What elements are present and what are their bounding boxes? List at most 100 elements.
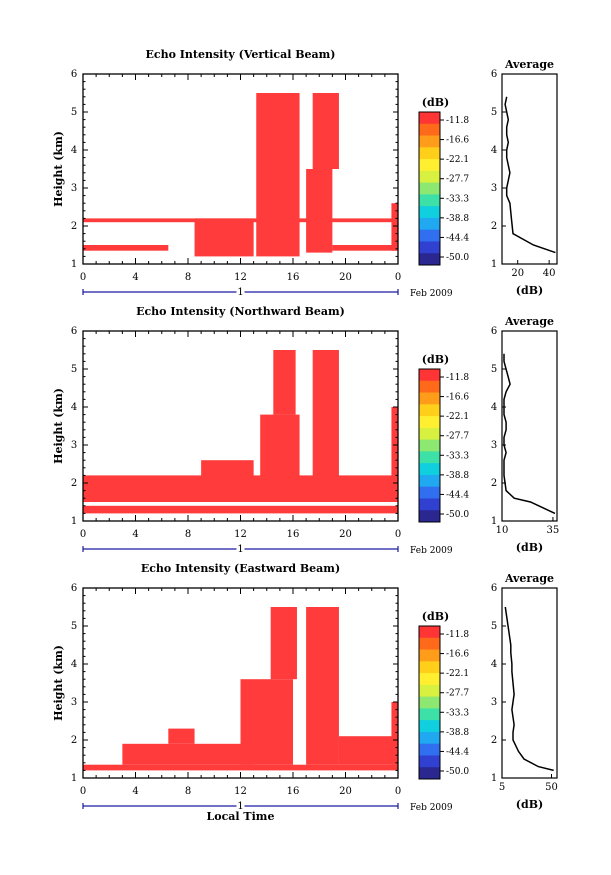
colorbar-swatch: [419, 159, 440, 172]
profile-title: Average: [504, 572, 554, 585]
colorbar-tick-label: -22.1: [446, 412, 469, 422]
y-axis-label: Height (km): [52, 388, 65, 464]
day-label: 1: [237, 801, 243, 812]
y-axis-label: Height (km): [52, 131, 65, 207]
y-tick-label: 4: [71, 659, 77, 670]
x-tick-label: 16: [287, 272, 300, 283]
x-tick-label: 0: [395, 786, 401, 797]
y-tick-label: 5: [71, 107, 77, 118]
y-tick-label: 5: [71, 621, 77, 632]
colorbar-swatch: [419, 416, 440, 429]
x-tick-label: 20: [339, 786, 352, 797]
colorbar-swatch: [419, 369, 440, 382]
colorbar-swatch: [419, 708, 440, 721]
colorbar-swatch: [419, 731, 440, 745]
y-tick-label: 6: [71, 583, 77, 594]
x-tick-label: 0: [80, 529, 86, 540]
colorbar-swatch: [419, 229, 440, 242]
colorbar-tick-label: -33.3: [446, 708, 469, 718]
echo-segment: [256, 93, 300, 257]
colorbar-swatch: [419, 498, 440, 511]
colorbar-swatch: [419, 649, 440, 662]
profile-frame: [501, 330, 558, 522]
y-tick-label: 3: [71, 440, 77, 451]
colorbar-tick-label: -22.1: [446, 155, 469, 165]
x-tick-label: 20: [339, 529, 352, 540]
colorbar-swatch: [419, 755, 440, 768]
colorbar-swatch: [419, 380, 440, 394]
profile-y-tick-label: 1: [491, 516, 497, 527]
x-tick-label: 8: [185, 786, 191, 797]
colorbar-tick-label: -44.4: [446, 747, 469, 757]
colorbar-swatch: [419, 510, 440, 523]
y-tick-label: 2: [71, 478, 77, 489]
profile-x-tick-label: 20: [511, 268, 524, 279]
profile-x-tick-label: 5: [499, 782, 505, 793]
chart-title: Echo Intensity (Vertical Beam): [145, 48, 335, 61]
colorbar-swatch: [419, 206, 440, 219]
echo-segment: [83, 764, 398, 771]
y-tick-label: 2: [71, 221, 77, 232]
profile-frame: [501, 73, 558, 265]
colorbar-swatch: [419, 112, 440, 125]
profile-y-tick-label: 1: [491, 259, 497, 270]
chart-title: Echo Intensity (Eastward Beam): [141, 562, 340, 575]
echo-segment: [306, 607, 339, 765]
x-tick-label: 16: [287, 786, 300, 797]
echo-segment: [260, 414, 300, 502]
echo-segment: [306, 169, 333, 253]
colorbar-swatch: [419, 743, 440, 756]
profile-y-tick-label: 5: [491, 621, 497, 632]
colorbar-tick-label: -50.0: [446, 510, 469, 520]
x-tick-label: 0: [395, 272, 401, 283]
colorbar-swatch: [419, 439, 440, 452]
colorbar-tick-label: -33.3: [446, 194, 469, 204]
echo-segment: [194, 218, 254, 257]
profile-y-tick-label: 5: [491, 364, 497, 375]
colorbar-tick-label: -50.0: [446, 253, 469, 263]
colorbar-frame: [418, 368, 441, 523]
echo-segment: [270, 607, 297, 680]
x-tick-label: 8: [185, 529, 191, 540]
y-tick-label: 6: [71, 326, 77, 337]
colorbar-swatch: [419, 661, 440, 674]
x-tick-label: 4: [132, 786, 138, 797]
colorbar-tick-label: -22.1: [446, 669, 469, 679]
colorbar-tick-label: -27.7: [446, 175, 469, 185]
colorbar-tick-label: -33.3: [446, 451, 469, 461]
colorbar-swatch: [419, 392, 440, 405]
y-tick-label: 1: [71, 516, 77, 527]
colorbar-swatch: [419, 767, 440, 780]
colorbar-tick-label: -11.8: [446, 630, 469, 640]
profile-y-tick-label: 6: [491, 583, 497, 594]
colorbar-tick-label: -16.6: [446, 136, 469, 146]
colorbar-swatch: [419, 720, 440, 733]
y-tick-label: 4: [71, 145, 77, 156]
date-label: Feb 2009: [410, 803, 453, 813]
echo-segment: [122, 743, 254, 765]
y-tick-label: 3: [71, 697, 77, 708]
y-tick-label: 3: [71, 183, 77, 194]
y-tick-label: 2: [71, 735, 77, 746]
colorbar-tick-label: -11.8: [446, 373, 469, 383]
profile-x-label: (dB): [516, 798, 543, 811]
y-tick-label: 1: [71, 259, 77, 270]
x-tick-label: 12: [234, 786, 247, 797]
x-tick-label: 0: [80, 786, 86, 797]
x-tick-label: 20: [339, 272, 352, 283]
x-tick-label: 12: [234, 529, 247, 540]
echo-segment: [391, 203, 398, 251]
colorbar-frame: [418, 625, 441, 780]
echo-segment: [201, 460, 254, 502]
day-label: 1: [237, 287, 243, 298]
colorbar-tick-label: -27.7: [446, 432, 469, 442]
colorbar-tick-label: -38.8: [446, 728, 469, 738]
echo-segment: [168, 728, 195, 744]
date-bar-gap: [236, 287, 245, 297]
profile-x-label: (dB): [516, 541, 543, 554]
colorbar-tick-label: -11.8: [446, 116, 469, 126]
colorbar-tick-label: -16.6: [446, 393, 469, 403]
profile-x-tick-label: 50: [545, 782, 558, 793]
echo-segment: [83, 505, 398, 514]
colorbar-swatch: [419, 182, 440, 195]
